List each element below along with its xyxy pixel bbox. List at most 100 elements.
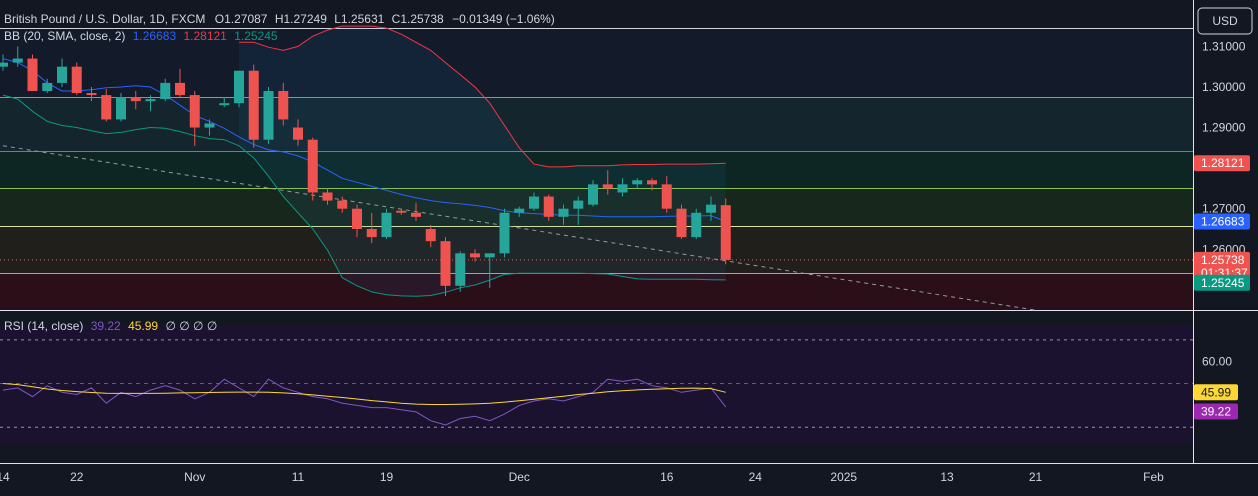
zone-2: [0, 152, 1193, 189]
time-tick-label: Feb: [1143, 470, 1164, 484]
candle-body: [470, 253, 480, 258]
candle-body: [352, 208, 362, 229]
candle-body: [322, 192, 333, 201]
time-tick-label: Dec: [509, 470, 530, 484]
price-tick-label: 1.30000: [1202, 80, 1246, 94]
bb-lower-line: [2, 94, 726, 297]
candle-body: [145, 99, 156, 102]
candle-body: [632, 180, 643, 185]
candle-body: [720, 205, 731, 260]
close-label: C: [392, 12, 401, 26]
candle-body: [411, 212, 421, 217]
header-legend[interactable]: British Pound / U.S. Dollar, 1D, FXCM O1…: [4, 12, 555, 26]
badge-bb-basis-bg: [1194, 213, 1250, 230]
currency-button-label: USD: [1212, 14, 1238, 28]
time-tick-label: 11: [292, 470, 305, 484]
candle-body: [234, 70, 244, 104]
time-tick-label: 21: [1029, 470, 1043, 484]
zone-1: [0, 98, 1193, 152]
rsi-ma-value: 45.99: [128, 319, 158, 333]
candle-body: [676, 208, 687, 238]
badge-rsi-ma-label: 45.99: [1201, 385, 1231, 399]
candle-body: [130, 97, 141, 102]
candle-body: [602, 184, 613, 189]
rsi-legend-label: RSI (14, close): [4, 319, 83, 333]
candle-body: [27, 58, 38, 92]
level-line-top: [0, 28, 1193, 29]
badge-bb-upper-bg: [1194, 155, 1250, 172]
candle-body: [543, 196, 554, 217]
bb-upper-value: 1.28121: [183, 29, 227, 43]
candle-body: [160, 82, 171, 100]
rsi-extras: ∅ ∅ ∅ ∅: [165, 319, 217, 333]
level-line-130: [0, 97, 1193, 98]
badge-bb-upper-label: 1.28121: [1201, 156, 1245, 170]
level-line-4: [0, 226, 1193, 227]
zone-4: [0, 227, 1193, 274]
candles: [0, 46, 1193, 296]
rsi-indicator: [0, 339, 1193, 428]
candle-body: [86, 93, 97, 96]
symbol-title[interactable]: British Pound / U.S. Dollar, 1D, FXCM: [4, 12, 205, 26]
candle-body: [573, 200, 584, 209]
time-tick-label: 13: [940, 470, 954, 484]
price-tick-label: 1.27000: [1202, 202, 1246, 216]
badge-rsi-bg: [1194, 403, 1238, 420]
candle-body: [366, 228, 377, 238]
rsi-legend[interactable]: RSI (14, close) 39.22 45.99 ∅ ∅ ∅ ∅: [4, 319, 217, 333]
time-tick-label: 16: [660, 470, 674, 484]
time-tick-label: 2025: [830, 470, 857, 484]
candle-body: [278, 91, 289, 120]
candle-body: [425, 228, 436, 242]
candle-body: [484, 253, 495, 258]
candle-body: [529, 196, 539, 209]
bb-legend[interactable]: BB (20, SMA, close, 2) 1.26683 1.28121 1…: [4, 29, 278, 43]
badge-rsi-label: 39.22: [1201, 404, 1231, 418]
rsi-tick-label: 60.00: [1202, 355, 1232, 369]
high-label: H: [275, 12, 284, 26]
candle-body: [381, 212, 392, 238]
candle-body: [248, 70, 259, 140]
currency-button[interactable]: [1197, 7, 1253, 35]
bb-legend-label: BB (20, SMA, close, 2): [4, 29, 125, 43]
candle-body: [440, 241, 451, 286]
candle-body: [71, 66, 82, 94]
trendline[interactable]: [2, 145, 1036, 311]
candle-body: [204, 123, 215, 128]
zone-5: [0, 274, 1193, 310]
low-label: L: [334, 12, 341, 26]
time-tick-label: Nov: [184, 470, 205, 484]
candle-body: [691, 212, 702, 238]
level-line-2: [0, 151, 1193, 152]
candle-body: [558, 208, 569, 217]
open-value: 1.27087: [224, 12, 268, 26]
candle-body: [455, 253, 466, 286]
candle-body: [189, 95, 200, 128]
candle-body: [588, 184, 598, 205]
price-tick-label: 1.31000: [1202, 39, 1246, 53]
candle-body: [57, 66, 67, 83]
bb-basis-line: [2, 58, 726, 223]
candle-body: [337, 200, 348, 209]
candle-body: [42, 82, 53, 92]
close-value: 1.25738: [400, 12, 444, 26]
candle-body: [647, 180, 657, 185]
candle-body: [396, 210, 407, 213]
rsi-ma-line: [2, 383, 726, 405]
bb-upper-line: [239, 25, 726, 168]
time-tick-label: 19: [380, 470, 394, 484]
trendline-line: [2, 145, 1036, 311]
badge-bb-basis-label: 1.26683: [1201, 215, 1245, 229]
change-value: −0.01349 (−1.06%): [452, 12, 555, 26]
time-tick-label: 14: [0, 470, 10, 484]
axes: 1.310001.300001.290001.270001.2600060.00…: [0, 39, 1250, 484]
badge-last-price-label: 1.25738: [1201, 253, 1245, 267]
candle-body: [706, 204, 716, 213]
badge-bb-lower-label: 1.25245: [1201, 276, 1245, 290]
candle-body: [307, 139, 318, 193]
candle-body: [175, 82, 185, 96]
bb-basis-value: 1.26683: [133, 29, 177, 43]
badge-bb-lower-bg: [1194, 274, 1250, 291]
